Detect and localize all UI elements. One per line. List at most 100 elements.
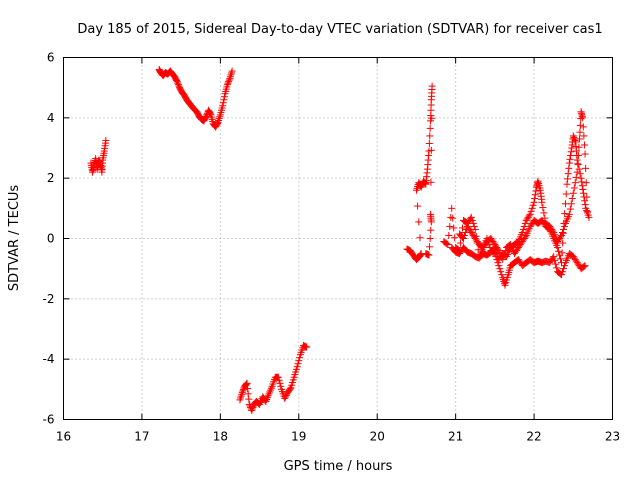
data-point	[451, 234, 459, 242]
data-point	[531, 195, 539, 203]
data-point	[494, 259, 502, 267]
data-point	[560, 222, 568, 230]
data-point	[540, 209, 548, 217]
data-point	[426, 124, 434, 132]
data-point	[425, 139, 433, 147]
data-point	[564, 175, 572, 183]
data-point	[459, 235, 467, 242]
data-point	[428, 82, 436, 90]
data-point	[443, 240, 451, 248]
data-point	[216, 113, 224, 121]
chart-title: Day 185 of 2015, Sidereal Day-to-day VTE…	[77, 22, 602, 37]
data-point	[532, 187, 540, 195]
data-point	[574, 161, 582, 169]
data-point	[220, 93, 228, 101]
data-point	[527, 207, 535, 215]
data-point	[236, 396, 244, 404]
data-point	[417, 183, 425, 191]
data-point	[248, 406, 256, 414]
x-tick-label: 17	[134, 430, 149, 444]
data-point	[428, 114, 436, 122]
data-point	[560, 262, 568, 270]
data-point	[418, 182, 426, 190]
data-points	[87, 66, 593, 414]
y-axis-label: SDTVAR / TECUs	[7, 185, 22, 292]
data-point	[580, 141, 588, 149]
data-point	[496, 265, 504, 273]
data-point	[427, 178, 435, 186]
data-point	[450, 224, 458, 232]
data-point	[449, 214, 457, 222]
data-point	[295, 357, 303, 365]
data-point	[539, 204, 547, 212]
y-tick-label: 0	[47, 232, 55, 246]
data-point	[565, 159, 573, 167]
data-point	[569, 189, 577, 197]
data-point	[569, 132, 577, 140]
data-point	[561, 210, 569, 218]
data-point	[557, 255, 565, 263]
data-point	[427, 146, 435, 154]
x-tick-label: 22	[526, 430, 541, 444]
data-point	[525, 212, 533, 220]
data-point	[575, 165, 583, 173]
data-point	[518, 228, 526, 236]
data-point	[426, 132, 434, 140]
data-point	[213, 119, 221, 127]
data-point	[457, 239, 465, 247]
x-tick-label: 16	[56, 430, 71, 444]
data-point	[521, 219, 529, 227]
data-point	[219, 99, 227, 107]
data-point	[460, 231, 468, 239]
data-point	[579, 185, 587, 193]
data-point	[502, 247, 510, 255]
data-point	[494, 245, 502, 253]
data-point	[174, 79, 182, 87]
data-point	[238, 390, 246, 398]
data-point	[567, 152, 575, 160]
data-point	[421, 179, 429, 187]
y-tick-label: -2	[43, 292, 55, 306]
data-point	[570, 135, 578, 143]
data-point	[293, 363, 301, 371]
data-point	[248, 405, 256, 413]
data-point	[219, 102, 227, 110]
data-point	[578, 178, 586, 186]
data-point	[526, 210, 534, 218]
data-point	[529, 201, 537, 209]
data-point	[580, 193, 588, 201]
data-point	[242, 380, 250, 388]
data-point	[469, 219, 477, 227]
data-point	[577, 174, 585, 182]
data-point	[565, 210, 573, 218]
data-point	[530, 198, 538, 206]
data-point	[281, 394, 289, 402]
data-point	[575, 143, 583, 151]
grid-lines	[63, 57, 613, 420]
data-point	[500, 253, 508, 261]
data-point	[559, 229, 567, 237]
data-point	[102, 136, 110, 144]
data-point	[521, 233, 529, 241]
data-point	[570, 184, 578, 192]
data-point	[572, 173, 580, 181]
y-tick-label: 2	[47, 171, 55, 185]
data-point	[215, 115, 223, 123]
data-point	[227, 71, 235, 79]
data-point	[566, 205, 574, 213]
data-point	[427, 218, 435, 226]
data-point	[414, 202, 422, 210]
data-point	[520, 222, 528, 230]
data-point	[582, 179, 590, 187]
data-point	[275, 376, 283, 384]
data-point	[501, 250, 509, 258]
data-point	[444, 241, 452, 249]
data-point	[224, 79, 232, 87]
data-point	[531, 191, 539, 199]
data-point	[202, 112, 210, 120]
data-point	[571, 179, 579, 187]
data-point	[558, 271, 566, 279]
data-point	[427, 226, 435, 234]
data-point	[226, 73, 234, 81]
data-point	[497, 268, 505, 276]
